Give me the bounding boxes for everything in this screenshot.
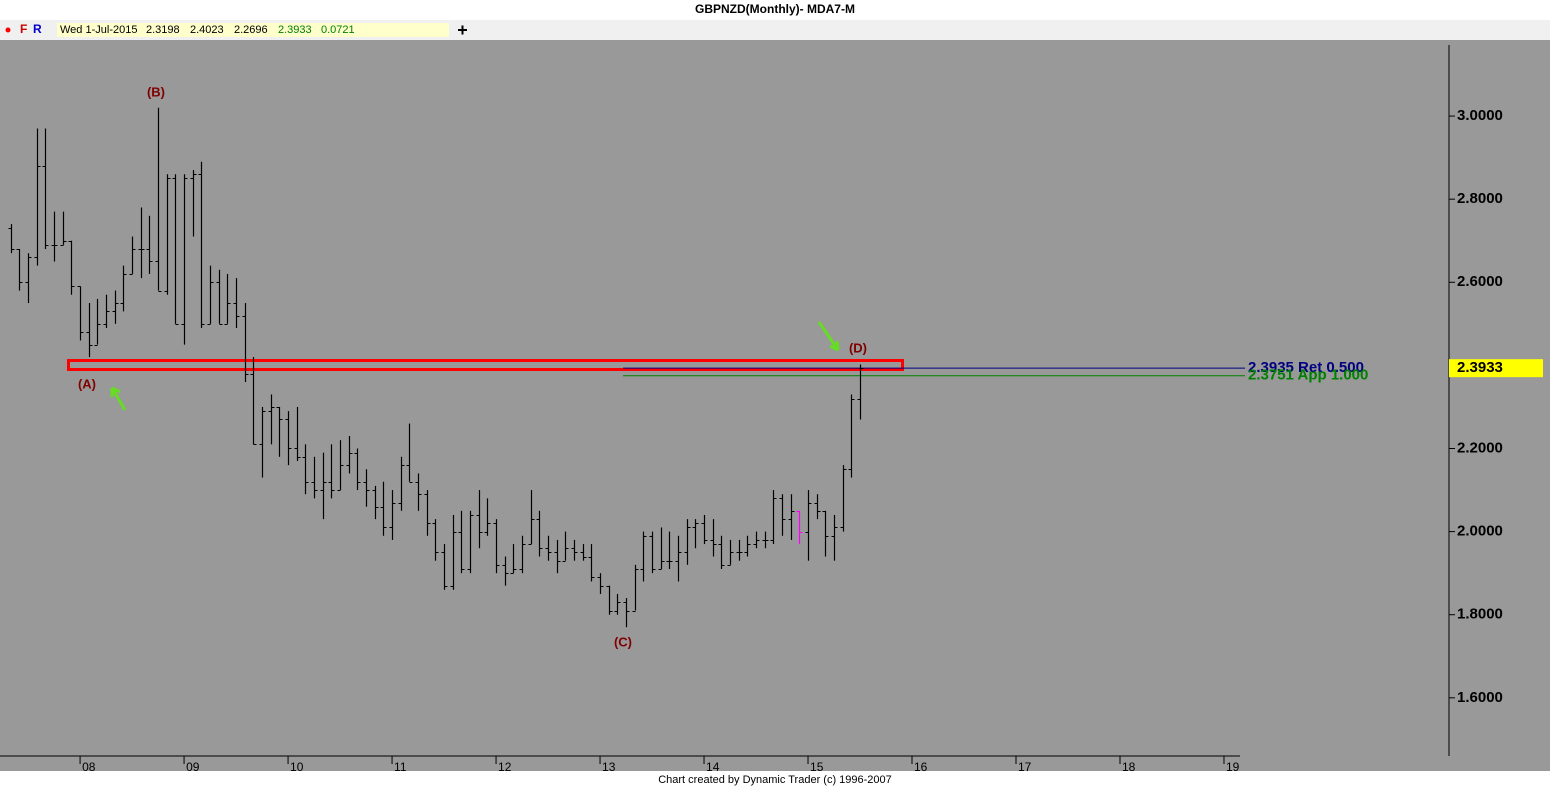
x-tick-label: 15 [810,760,824,774]
add-button[interactable] [458,25,467,35]
x-tick-label: 18 [1122,760,1136,774]
info-close: 2.3933 [278,24,312,36]
chart-title: GBPNZD(Monthly)- MDA7-M [695,2,855,16]
title-bar [0,0,1550,20]
last-price-label: 2.3933 [1457,359,1503,376]
toolbar-button[interactable]: R [33,22,42,36]
info-high: 2.4023 [190,24,224,36]
arrow [110,386,127,411]
y-tick-label: 1.6000 [1457,689,1503,706]
level-label: 2.3751 App 1.000 [1248,367,1368,384]
info-change: 0.0721 [321,24,355,36]
x-tick-label: 10 [290,760,304,774]
y-tick-label: 2.8000 [1457,190,1503,207]
y-tick-label: 1.8000 [1457,606,1503,623]
x-tick-label: 19 [1226,760,1240,774]
arrow [817,321,840,352]
wave-label: (D) [849,340,867,355]
info-date: Wed 1-Jul-2015 [60,24,137,36]
status-dot [5,27,11,33]
x-tick-label: 11 [394,760,407,774]
footer-bar [0,771,1550,789]
wave-label: (C) [614,634,632,649]
x-tick-label: 17 [1018,760,1032,774]
last-price-tag [1449,359,1543,378]
info-box [57,23,449,37]
x-tick-label: 08 [82,760,96,774]
x-tick-label: 12 [498,760,512,774]
x-tick-label: 14 [706,760,720,774]
toolbar-button[interactable]: F [20,22,27,36]
x-tick-label: 09 [186,760,200,774]
y-tick-label: 2.6000 [1457,273,1503,290]
x-tick-label: 13 [602,760,616,774]
level-label: 2.3935 Ret 0.500 [1248,359,1364,376]
y-tick-label: 3.0000 [1457,107,1503,124]
x-tick-label: 16 [914,760,928,774]
wave-label: (A) [78,376,96,391]
y-tick-label: 2.0000 [1457,523,1503,540]
footer: Chart created by Dynamic Trader (c) 1996… [658,774,892,786]
info-low: 2.2696 [234,24,268,36]
wave-label: (B) [147,84,165,99]
info-open: 2.3198 [146,24,180,36]
y-tick-label: 2.2000 [1457,439,1503,456]
plot-background [0,40,1550,771]
zone-box [67,359,904,371]
